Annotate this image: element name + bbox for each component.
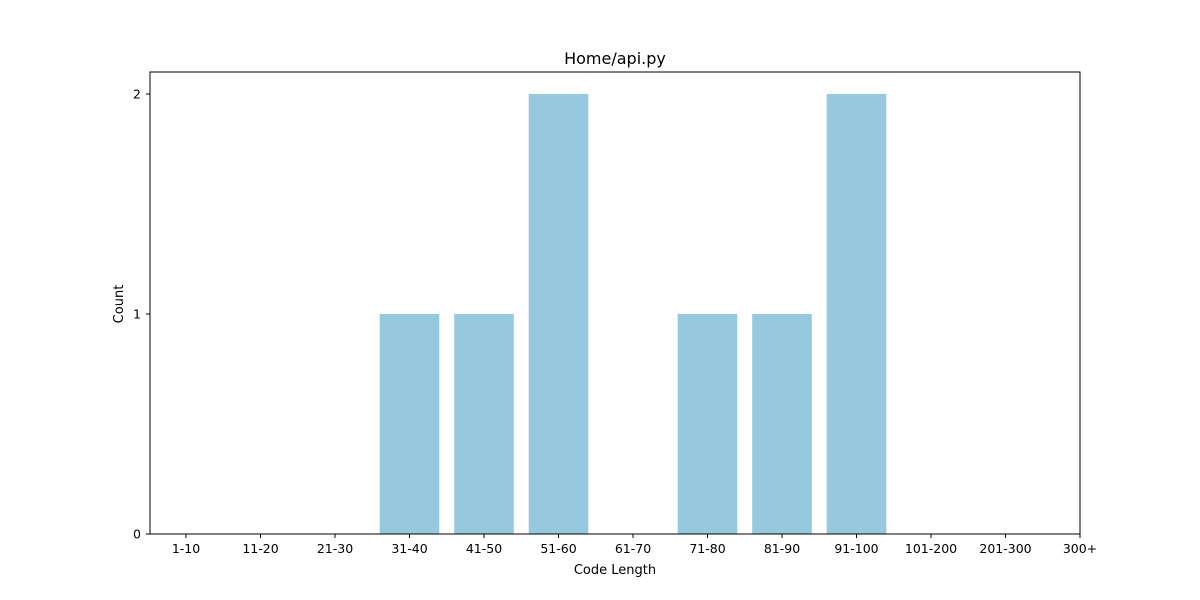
bar-71-80 bbox=[677, 314, 738, 534]
plot-frame bbox=[149, 71, 1081, 535]
y-axis-ticks: 0 1 2 bbox=[133, 87, 150, 542]
bar-31-40 bbox=[379, 314, 440, 534]
bar-91-100 bbox=[826, 94, 887, 534]
x-axis-ticks: 1-10 11-20 21-30 31-40 41-50 51-60 61-70 71-80 8… bbox=[172, 534, 1097, 556]
x-tick-label: 61-70 bbox=[615, 541, 651, 556]
x-tick-label: 201-300 bbox=[979, 541, 1031, 556]
y-tick-label: 1 bbox=[133, 307, 141, 322]
x-tick-label: 31-40 bbox=[391, 541, 427, 556]
x-tick-label: 81-90 bbox=[764, 541, 800, 556]
x-tick-label: 101-200 bbox=[905, 541, 957, 556]
bar-51-60 bbox=[528, 94, 589, 534]
x-tick-label: 41-50 bbox=[466, 541, 502, 556]
x-tick-label: 300+ bbox=[1063, 541, 1097, 556]
x-axis-label: Code Length bbox=[574, 563, 656, 578]
x-tick-label: 51-60 bbox=[540, 541, 576, 556]
x-tick-label: 21-30 bbox=[317, 541, 353, 556]
x-tick-label: 91-100 bbox=[834, 541, 878, 556]
y-tick-label: 0 bbox=[133, 527, 141, 542]
x-tick-label: 71-80 bbox=[689, 541, 725, 556]
x-tick-label: 11-20 bbox=[242, 541, 278, 556]
y-axis-label: Count bbox=[112, 285, 127, 324]
y-tick-label: 2 bbox=[133, 87, 141, 102]
chart-title: Home/api.py bbox=[564, 49, 666, 68]
bar-81-90 bbox=[752, 314, 812, 534]
x-tick-label: 1-10 bbox=[172, 541, 200, 556]
bar-41-50 bbox=[454, 314, 514, 534]
bars-layer bbox=[379, 94, 887, 534]
